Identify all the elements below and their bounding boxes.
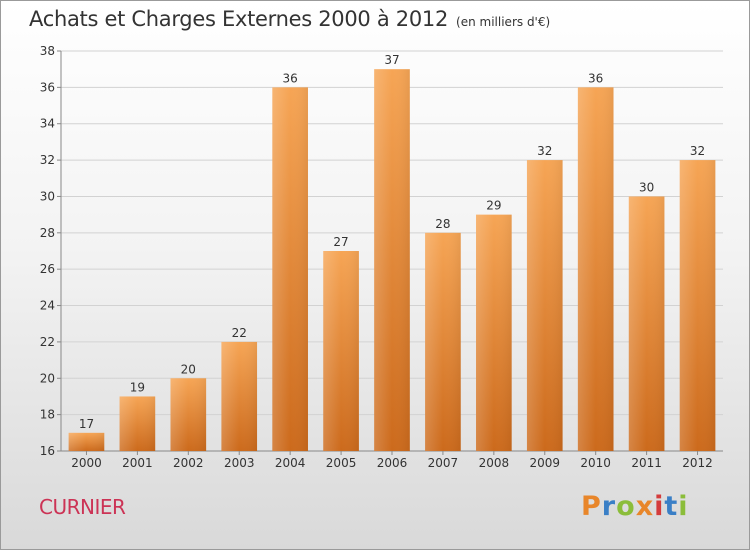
y-tick-label: 20 <box>40 371 55 385</box>
y-tick-label: 36 <box>40 80 55 94</box>
x-tick-label-2006: 2006 <box>377 456 408 470</box>
bar-shine-2007 <box>425 232 461 451</box>
x-tick-label-2003: 2003 <box>224 456 255 470</box>
y-tick-label: 18 <box>40 408 55 422</box>
bar-shine-2004 <box>272 87 308 451</box>
logo-letter: i <box>654 491 665 522</box>
y-tick-label: 34 <box>40 117 55 131</box>
data-label-2012: 32 <box>690 144 705 158</box>
x-tick-label-2002: 2002 <box>173 456 204 470</box>
chart-title: Achats et Charges Externes 2000 à 2012 (e… <box>29 7 550 31</box>
data-label-2007: 28 <box>435 217 450 231</box>
logo-letter: x <box>635 491 655 522</box>
proxiti-logo: Proxiti <box>581 491 689 522</box>
bar-shine-2006 <box>374 69 410 451</box>
data-label-2011: 30 <box>639 180 654 194</box>
x-tick-label-2005: 2005 <box>326 456 357 470</box>
bars <box>68 69 716 451</box>
bar-shine-2002 <box>170 378 207 451</box>
y-tick-label: 32 <box>40 153 55 167</box>
data-label-2002: 20 <box>181 362 196 376</box>
data-label-2008: 29 <box>486 199 501 213</box>
y-tick-label: 28 <box>40 226 55 240</box>
y-tick-label: 22 <box>40 335 55 349</box>
data-label-2003: 22 <box>232 326 247 340</box>
data-label-2001: 19 <box>130 380 145 394</box>
x-tick-label-2004: 2004 <box>275 456 306 470</box>
bar-shine-2008 <box>476 214 512 451</box>
data-label-2010: 36 <box>588 71 603 85</box>
bar-shine-2000 <box>68 432 105 451</box>
data-label-2000: 17 <box>79 417 94 431</box>
y-tick-label: 24 <box>40 299 55 313</box>
data-labels: 17 19 20 22 36 27 37 28 29 32 36 30 32 <box>79 53 705 431</box>
y-tick-label: 26 <box>40 262 55 276</box>
bar-shine-2011 <box>628 196 665 451</box>
bar-shine-2012 <box>679 160 716 451</box>
data-label-2005: 27 <box>333 235 348 249</box>
logo-letter: t <box>664 491 679 522</box>
y-tick-label: 16 <box>40 444 55 458</box>
x-tick-label-2007: 2007 <box>428 456 459 470</box>
data-label-2004: 36 <box>283 71 298 85</box>
logo-letter: r <box>601 491 617 522</box>
x-tick-label-2011: 2011 <box>631 456 662 470</box>
data-label-2006: 37 <box>384 53 399 67</box>
y-tick-label: 38 <box>40 44 55 58</box>
x-tick-label-2010: 2010 <box>580 456 611 470</box>
commune-name: CURNIER <box>39 495 126 519</box>
bar-shine-2005 <box>323 251 359 451</box>
x-tick-label-2000: 2000 <box>71 456 102 470</box>
bar-shine-2001 <box>119 396 156 451</box>
y-tick-label: 30 <box>40 189 55 203</box>
logo-letter: o <box>616 491 636 522</box>
bar-shine-2010 <box>577 87 614 451</box>
data-label-2009: 32 <box>537 144 552 158</box>
x-tick-label-2012: 2012 <box>682 456 713 470</box>
bar-shine-2003 <box>221 341 258 451</box>
logo-letter: P <box>581 491 602 522</box>
bar-shine-2009 <box>526 160 563 451</box>
chart-title-text: Achats et Charges Externes 2000 à 2012 <box>29 7 449 31</box>
chart-subtitle: (en milliers d'€) <box>456 15 551 29</box>
x-tick-label-2001: 2001 <box>122 456 153 470</box>
logo-letter: i <box>678 491 689 522</box>
x-tick-label-2009: 2009 <box>529 456 560 470</box>
x-tick-label-2008: 2008 <box>479 456 510 470</box>
